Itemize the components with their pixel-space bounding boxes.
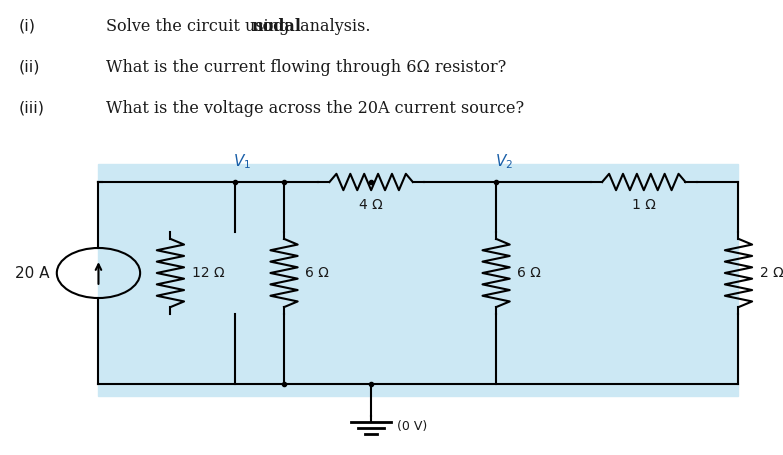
Text: (0 V): (0 V) xyxy=(397,420,428,433)
Text: $V_2$: $V_2$ xyxy=(495,152,513,171)
Text: (i): (i) xyxy=(19,18,36,33)
Text: 4 Ω: 4 Ω xyxy=(359,198,383,212)
Text: $V_1$: $V_1$ xyxy=(233,152,251,171)
Text: 1 Ω: 1 Ω xyxy=(632,198,655,212)
Text: nodal: nodal xyxy=(251,18,301,35)
Text: (ii): (ii) xyxy=(19,59,41,74)
FancyBboxPatch shape xyxy=(99,164,738,396)
Text: What is the current flowing through 6Ω resistor?: What is the current flowing through 6Ω r… xyxy=(106,59,507,76)
Text: 2 Ω: 2 Ω xyxy=(760,266,783,280)
Text: 12 Ω: 12 Ω xyxy=(192,266,224,280)
Text: (iii): (iii) xyxy=(19,100,45,115)
Text: 6 Ω: 6 Ω xyxy=(518,266,541,280)
Text: 20 A: 20 A xyxy=(15,266,49,280)
Text: analysis.: analysis. xyxy=(295,18,371,35)
Text: What is the voltage across the 20A current source?: What is the voltage across the 20A curre… xyxy=(106,100,524,117)
Text: 6 Ω: 6 Ω xyxy=(305,266,329,280)
Text: Solve the circuit using: Solve the circuit using xyxy=(106,18,294,35)
